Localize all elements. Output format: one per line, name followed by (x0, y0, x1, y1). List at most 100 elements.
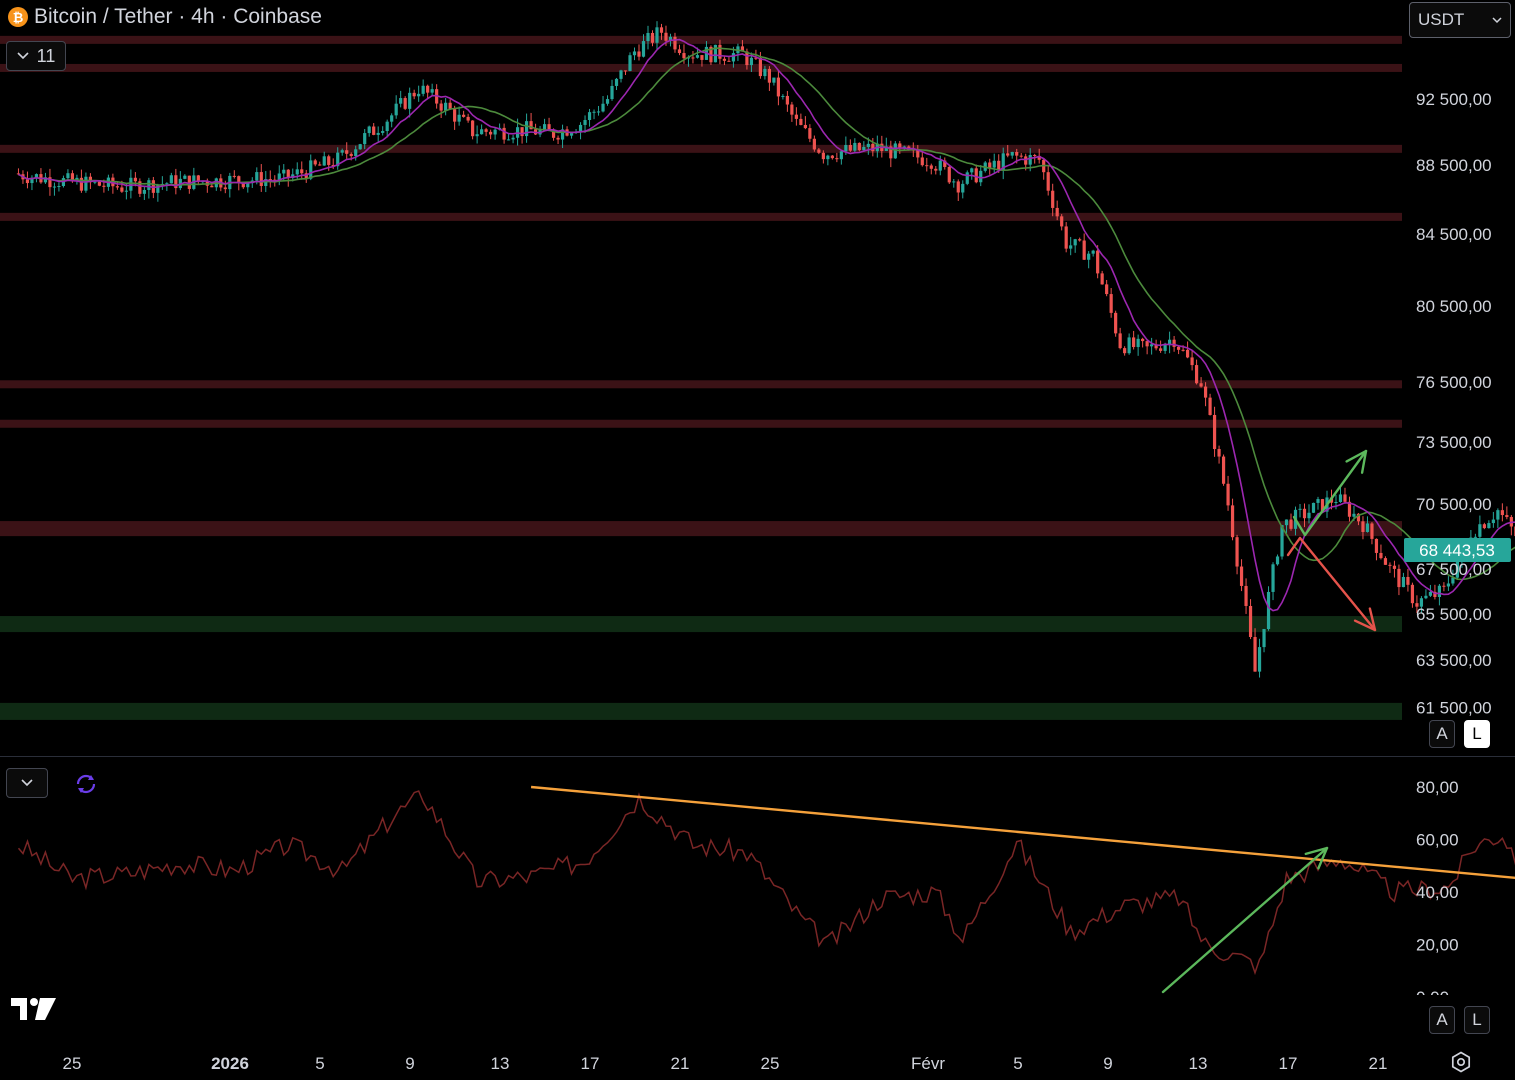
candle-body (480, 129, 484, 135)
candle-body (331, 164, 335, 167)
rsi-log-scale-button[interactable]: L (1464, 1006, 1490, 1034)
candle-body (1392, 565, 1397, 569)
candle-body (43, 177, 48, 183)
candle-body (1091, 250, 1095, 254)
candle-body (754, 57, 758, 59)
rsi-auto-scale-button[interactable]: A (1429, 1006, 1455, 1034)
candle-body (1356, 513, 1361, 522)
candle-body (947, 166, 951, 183)
candle-body (1505, 515, 1509, 518)
candle-body (619, 70, 623, 79)
refresh-icon[interactable] (74, 772, 98, 796)
price-tick-label: 63 500,00 (1416, 651, 1492, 670)
candle-body (448, 102, 452, 110)
candle-body (1244, 585, 1248, 606)
time-tick-label: 2026 (211, 1054, 249, 1073)
candle-body (569, 133, 574, 136)
candle-body (1487, 523, 1491, 529)
candle-body (84, 176, 88, 191)
candle-body (727, 60, 731, 62)
candle-body (637, 51, 641, 57)
log-scale-button[interactable]: L (1464, 720, 1490, 748)
candle-body (1361, 521, 1365, 532)
candle-body (210, 185, 214, 188)
candle-body (1239, 566, 1244, 586)
support-zone (0, 616, 1402, 633)
candle-body (731, 53, 736, 62)
candle-body (1284, 519, 1289, 526)
candle-body (871, 143, 875, 152)
resistance-zone (0, 212, 1402, 221)
candle-body (1383, 558, 1388, 565)
candle-body (722, 58, 727, 61)
candle-body (934, 168, 938, 171)
candle-body (1235, 537, 1239, 567)
rsi-collapse-button[interactable] (6, 768, 48, 798)
candle-body (1114, 312, 1118, 334)
settings-icon[interactable] (1450, 1051, 1472, 1073)
candle-body (336, 152, 340, 167)
candle-body (115, 186, 119, 188)
candle-body (988, 162, 992, 168)
candle-body (1105, 284, 1109, 295)
candle-body (893, 143, 897, 159)
candle-body (502, 127, 506, 140)
candle-body (1482, 524, 1486, 529)
candle-body (1410, 584, 1415, 604)
tradingview-logo-icon[interactable] (10, 995, 60, 1023)
candle-body (156, 184, 160, 193)
candle-body (1253, 637, 1257, 672)
price-axis[interactable]: 92 500,00 88 500,00 84 500,00 80 500,00 76 5… (1416, 90, 1492, 718)
candle-body (970, 168, 974, 173)
candle-body (677, 49, 682, 54)
ma-slow-line (18, 47, 1515, 581)
candle-body (821, 152, 825, 160)
currency-select[interactable]: USDT (1409, 2, 1511, 38)
candle-body (1194, 365, 1199, 384)
candle-body (961, 183, 965, 193)
candle-body (1401, 576, 1406, 588)
candle-body (1019, 155, 1023, 157)
candle-body (1024, 156, 1028, 165)
rsi-tick-label: 60,00 (1416, 831, 1459, 850)
price-tick-label: 92 500,00 (1416, 90, 1492, 109)
current-price-tag: 68 443,53 (1404, 538, 1511, 562)
auto-scale-button[interactable]: A (1429, 720, 1455, 748)
candle-body (138, 181, 142, 194)
candle-body (1181, 349, 1185, 351)
candle-body (1298, 508, 1302, 510)
candle-body (920, 157, 924, 166)
time-axis[interactable]: 25 2026 5 9 13 17 21 25 Févr 5 9 13 17 21 (63, 1054, 1388, 1073)
chart-title[interactable]: ₿ Bitcoin / Tether · 4h · Coinbase (8, 5, 322, 29)
candle-body (394, 103, 398, 116)
candle-body (1230, 505, 1235, 538)
candle-body (1446, 583, 1450, 587)
candle-body (1145, 341, 1149, 347)
ma-fast-line (18, 38, 1515, 612)
price-tick-label: 61 500,00 (1416, 699, 1492, 718)
candle-body (277, 173, 281, 181)
candle-body (1154, 344, 1158, 349)
candle-body (1397, 568, 1401, 588)
candle-body (286, 169, 290, 178)
candle-body (790, 104, 794, 115)
candle-body (898, 143, 902, 148)
indicators-toggle-button[interactable]: 11 (6, 41, 66, 71)
candle-body (1217, 449, 1221, 457)
time-tick-label: Févr (911, 1054, 945, 1073)
candle-body (412, 92, 416, 97)
candle-body (803, 124, 807, 129)
candle-body (916, 149, 920, 158)
candle-body (1352, 513, 1356, 517)
candle-body (1302, 508, 1307, 519)
time-tick-label: 21 (1369, 1054, 1388, 1073)
candle-body (817, 149, 821, 153)
candle-body (758, 57, 763, 77)
candle-body (16, 173, 21, 175)
candle-body (444, 102, 448, 111)
candle-body (1055, 207, 1059, 217)
candle-body (655, 27, 659, 43)
candle-body (484, 129, 488, 132)
